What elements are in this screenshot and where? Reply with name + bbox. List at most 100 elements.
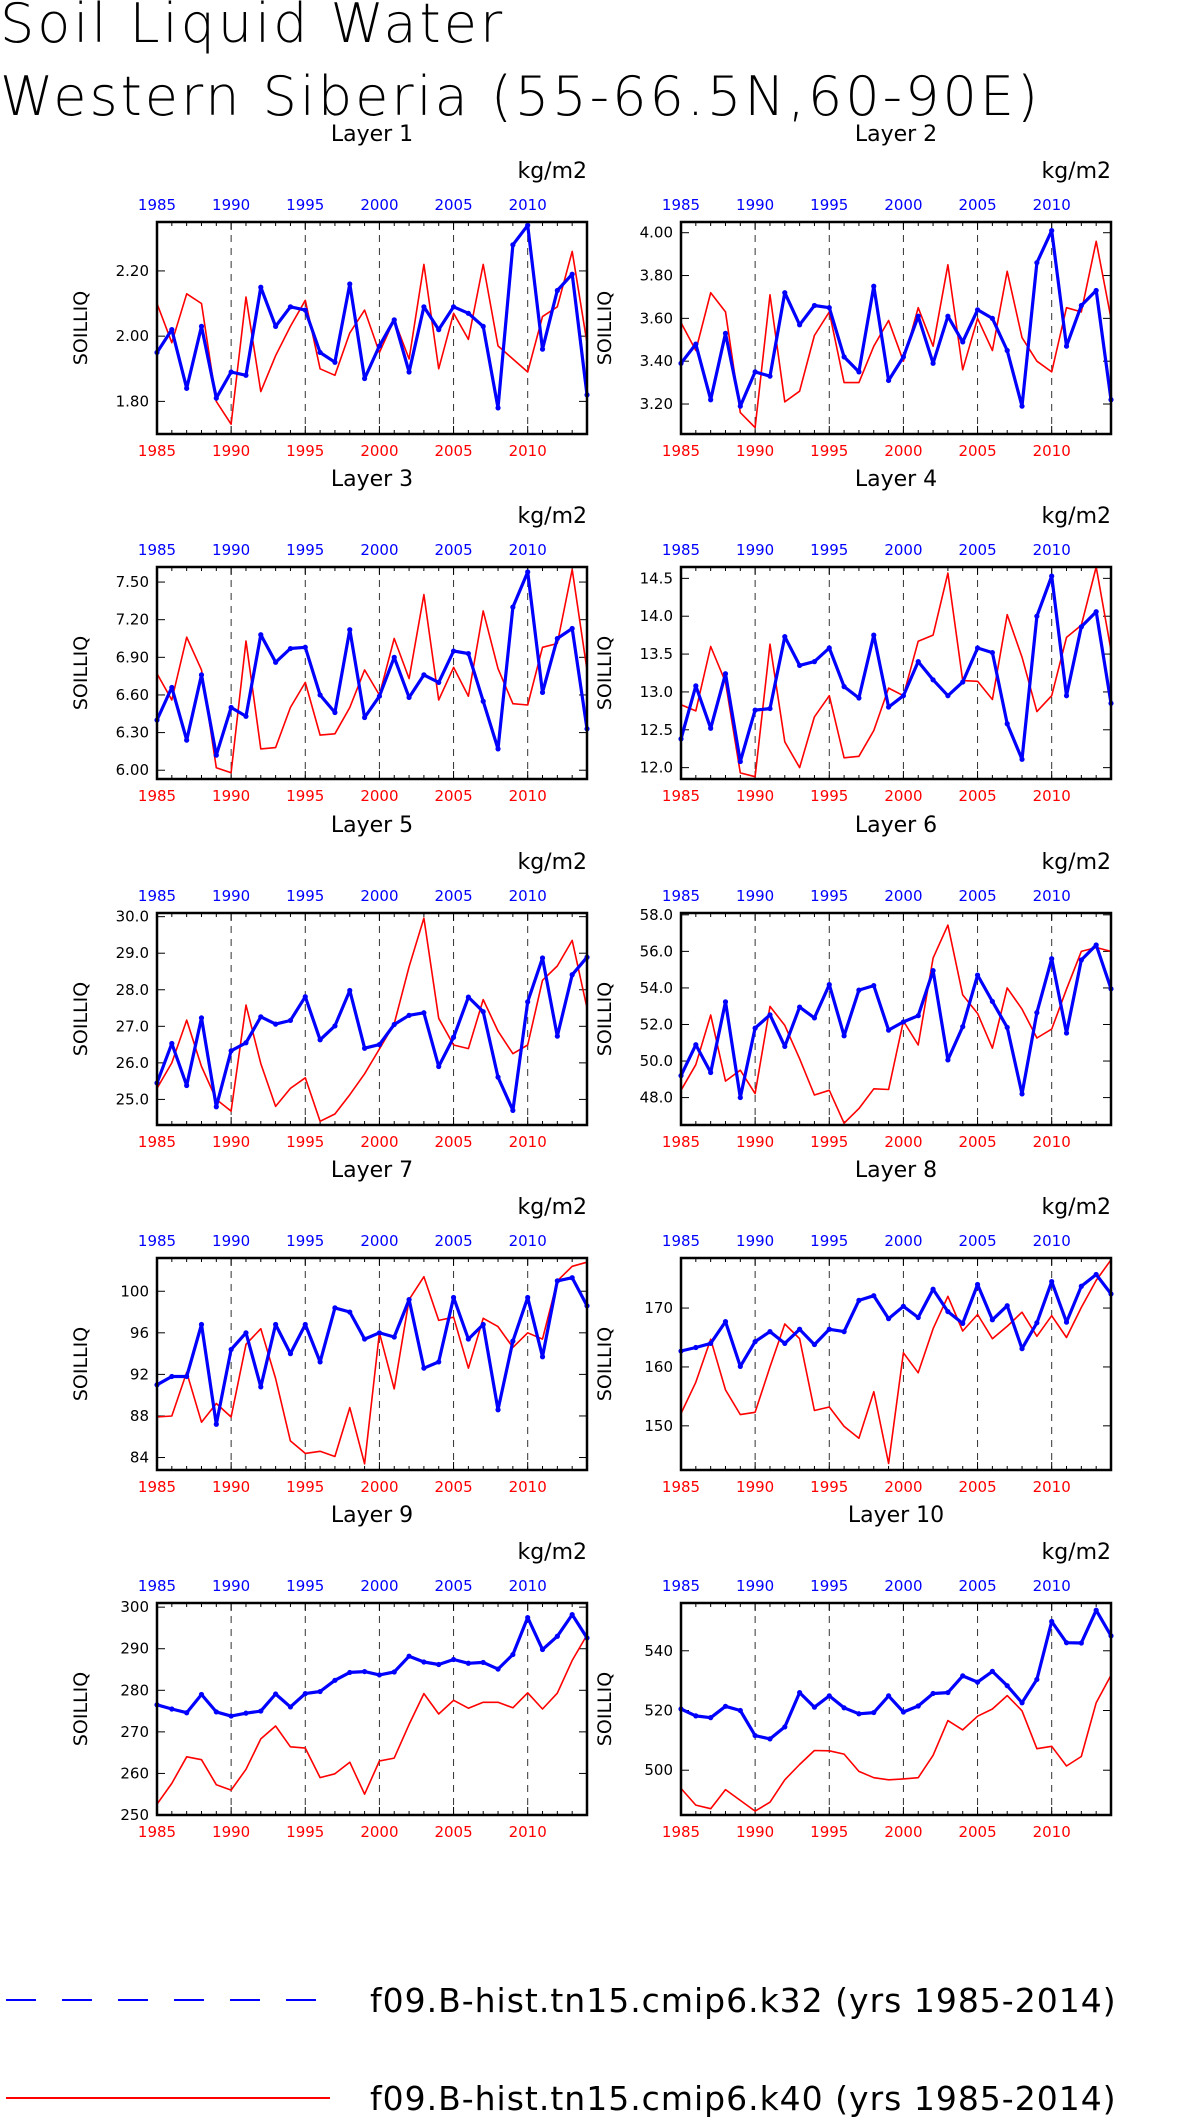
data-point-k32: [243, 1040, 249, 1046]
data-point-k32: [302, 1691, 308, 1697]
x-tick-label-top: 1990: [736, 196, 774, 214]
x-tick-label-bottom: 1995: [810, 1823, 848, 1841]
data-point-k32: [539, 689, 546, 696]
y-tick-label: 540: [644, 1642, 673, 1660]
data-point-k32: [347, 1309, 353, 1315]
x-tick-label-top: 2005: [434, 541, 472, 559]
x-tick-label-bottom: 1990: [212, 1478, 250, 1496]
series-line-k32: [155, 956, 589, 1113]
data-point-k32: [258, 1708, 264, 1714]
y-tick-label: 170: [644, 1299, 673, 1317]
x-tick-label-bottom: 2000: [360, 1823, 398, 1841]
data-point-k32: [797, 662, 803, 669]
data-point-k32: [782, 1340, 788, 1346]
data-point-k32: [856, 987, 862, 993]
y-tick-label: 3.20: [640, 395, 673, 413]
y-axis-label: SOILLIQ: [594, 1672, 616, 1746]
data-point-k32: [198, 323, 205, 329]
data-point-k32: [198, 1691, 205, 1698]
data-point-k32: [287, 304, 294, 310]
x-tick-label-top: 1990: [212, 541, 250, 559]
data-point-k32: [391, 1334, 397, 1340]
data-point-k32: [436, 1661, 442, 1668]
data-point-k32: [871, 283, 877, 289]
data-point-k32: [554, 1278, 560, 1284]
data-point-k32: [1004, 721, 1010, 727]
data-point-k32: [1093, 1271, 1099, 1278]
x-tick-label-bottom: 2000: [360, 442, 398, 460]
data-point-k32: [554, 287, 560, 294]
y-tick-label: 6.00: [116, 761, 149, 779]
y-tick-label: 260: [120, 1764, 149, 1782]
x-tick-label-bottom: 2000: [884, 1133, 922, 1151]
x-tick-label-top: 2005: [434, 196, 472, 214]
data-point-k32: [885, 1316, 892, 1322]
y-tick-label: 160: [644, 1358, 673, 1376]
series-line-k40: [156, 917, 588, 1123]
data-point-k32: [989, 1317, 995, 1323]
panel-7: Layer 7 kg/m2 SOILLIQ 1985 1985 1990 1990 1995 1…: [70, 1158, 590, 1496]
data-point-k32: [569, 1275, 575, 1281]
panel-title: Layer 10: [848, 1503, 944, 1528]
series-line-k40: [680, 240, 1112, 429]
y-tick-label: 56.0: [640, 942, 673, 960]
x-tick-label-top: 2000: [884, 1232, 922, 1250]
data-point-k32: [495, 1407, 501, 1413]
y-tick-label: 7.20: [116, 611, 149, 629]
data-point-k32: [826, 982, 832, 988]
data-point-k32: [480, 1659, 486, 1666]
units-label: kg/m2: [517, 504, 587, 529]
plot-frame: [679, 1256, 1113, 1472]
data-point-k32: [737, 1094, 743, 1101]
data-point-k32: [1019, 403, 1025, 409]
data-point-k32: [856, 695, 862, 701]
y-axis-label: SOILLIQ: [70, 982, 92, 1056]
data-point-k32: [421, 1365, 427, 1371]
data-point-k32: [376, 1672, 383, 1678]
data-point-k32: [885, 1693, 892, 1699]
data-point-k32: [391, 317, 397, 323]
data-point-k32: [361, 714, 368, 721]
data-point-k32: [1078, 624, 1084, 630]
x-tick-label-top: 1985: [138, 196, 176, 214]
x-tick-label-top: 2000: [360, 196, 398, 214]
x-tick-label-top: 2010: [509, 541, 547, 559]
y-tick-label: 13.5: [640, 645, 673, 663]
units-label: kg/m2: [1041, 1195, 1111, 1220]
data-point-k32: [960, 679, 966, 685]
panel-10: Layer 10 kg/m2 SOILLIQ 1985 1985 1990 1990 1995…: [594, 1503, 1114, 1841]
data-point-k32: [495, 405, 501, 411]
y-tick-label: 52.0: [640, 1015, 673, 1033]
data-point-k32: [1063, 343, 1070, 349]
data-point-k32: [198, 672, 205, 678]
data-point-k32: [406, 1653, 412, 1659]
data-point-k32: [767, 1329, 773, 1335]
series-line-k32: [156, 1276, 589, 1426]
y-tick-label: 28.0: [116, 981, 149, 999]
data-point-k32: [317, 349, 323, 356]
data-point-k32: [737, 1707, 743, 1714]
x-tick-label-bottom: 2000: [360, 1133, 398, 1151]
legend-label-k40: f09.B-hist.tn15.cmip6.k40 (yrs 1985-2014…: [370, 2079, 1117, 2118]
data-point-k32: [317, 1359, 323, 1365]
x-tick-label-bottom: 2000: [360, 787, 398, 805]
data-point-k32: [856, 369, 862, 375]
figure-title-line1: Soil Liquid Water: [0, 0, 505, 55]
x-tick-label-top: 2010: [509, 196, 547, 214]
data-point-k32: [782, 290, 788, 296]
data-point-k32: [184, 1373, 190, 1380]
x-tick-label-bottom: 1990: [212, 787, 250, 805]
y-tick-label: 7.50: [116, 573, 149, 591]
data-point-k32: [213, 752, 219, 758]
data-point-k32: [228, 1713, 234, 1719]
data-point-k32: [213, 1709, 219, 1715]
data-point-k32: [273, 1021, 279, 1027]
data-point-k32: [826, 305, 832, 311]
y-tick-label: 3.40: [640, 352, 673, 370]
y-tick-label: 6.60: [116, 686, 149, 704]
data-point-k32: [287, 645, 294, 652]
x-tick-label-top: 2000: [884, 1577, 922, 1595]
x-tick-label-bottom: 1985: [662, 442, 700, 460]
data-point-k32: [797, 1004, 803, 1010]
